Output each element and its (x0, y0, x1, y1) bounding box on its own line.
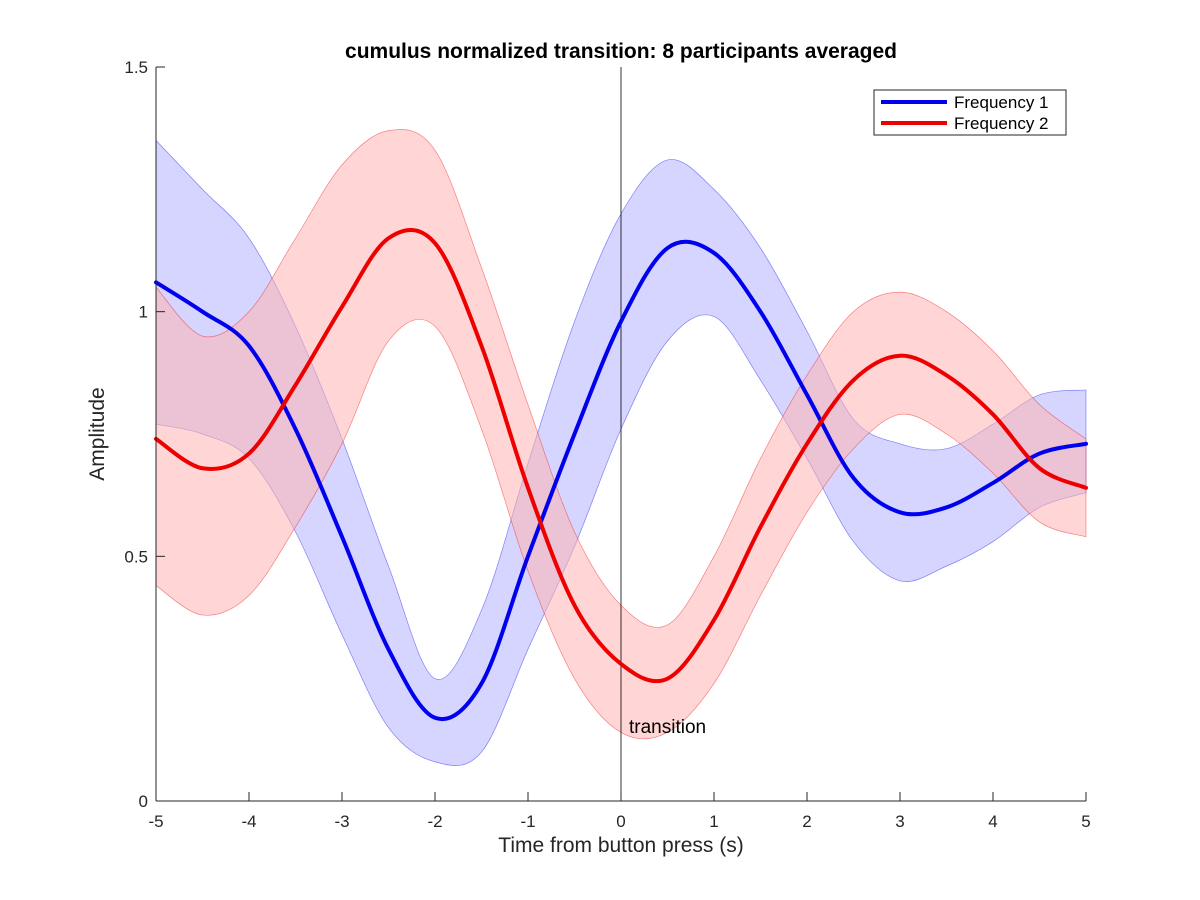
x-tick-label: 3 (895, 812, 904, 831)
frequency-2-band (155, 129, 1087, 740)
confidence-bands (155, 129, 1087, 766)
legend-label-frequency-1: Frequency 1 (954, 93, 1049, 112)
legend-label-frequency-2: Frequency 2 (954, 114, 1049, 133)
x-tick-label: -4 (241, 812, 256, 831)
y-axis-label: Amplitude (86, 387, 109, 480)
x-tick-label: 0 (616, 812, 625, 831)
x-tick-label: 2 (802, 812, 811, 831)
chart-title: cumulus normalized transition: 8 partici… (345, 40, 897, 63)
legend: Frequency 1 Frequency 2 (873, 89, 1067, 136)
x-axis-label: Time from button press (s) (498, 834, 743, 857)
transition-annotation: transition (629, 717, 706, 738)
frequency-1-line (154, 239, 1088, 722)
x-tick-label: -2 (427, 812, 442, 831)
x-tick-label: 4 (988, 812, 997, 831)
y-tick-label: 0 (139, 792, 148, 811)
y-ticks: 0 0.5 1 1.5 (124, 58, 165, 811)
x-tick-label: 1 (709, 812, 718, 831)
y-tick-label: 0.5 (124, 547, 148, 566)
y-tick-label: 1.5 (124, 58, 148, 77)
x-tick-label: -1 (520, 812, 535, 831)
x-tick-label: -5 (148, 812, 163, 831)
series-lines (154, 228, 1088, 722)
x-tick-label: 5 (1081, 812, 1090, 831)
x-ticks: -5 -4 -3 -2 -1 0 1 2 3 4 5 (148, 792, 1091, 831)
frequency-2-line (154, 228, 1088, 684)
y-tick-label: 1 (139, 303, 148, 322)
x-tick-label: -3 (334, 812, 349, 831)
legend-box (873, 89, 1067, 136)
frequency-1-band (155, 139, 1087, 766)
